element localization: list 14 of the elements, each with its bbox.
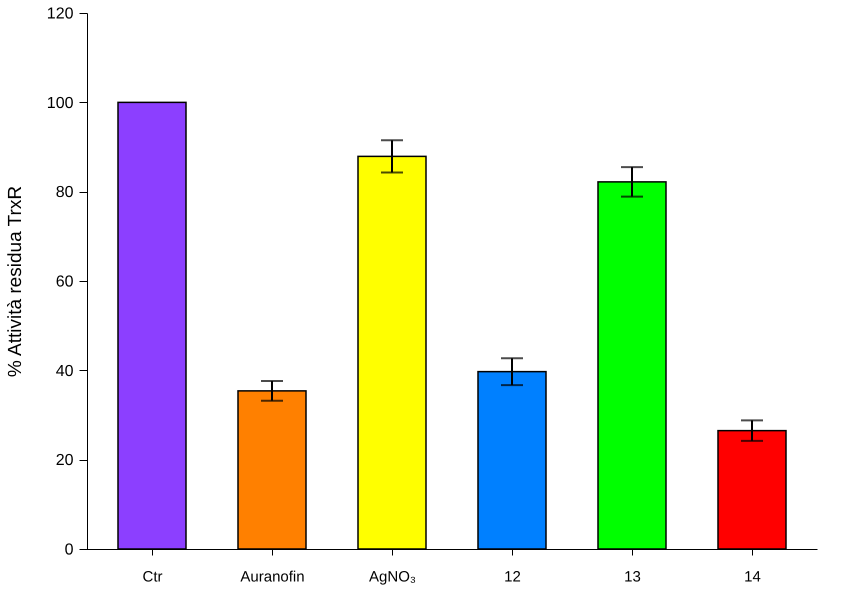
x-tick-label: Ctr xyxy=(142,568,162,586)
y-tick-label: 40 xyxy=(56,362,74,380)
y-tick-label: 0 xyxy=(64,542,74,558)
y-tick-label: 20 xyxy=(56,452,74,470)
y-axis-title: % Attività residua TrxR xyxy=(4,186,26,378)
x-tick-label: 13 xyxy=(624,568,641,586)
x-tick-label: Auranofin xyxy=(240,568,305,586)
y-tick-label: 60 xyxy=(56,274,74,290)
y-tick-label: 80 xyxy=(56,184,74,202)
x-tick-label: 12 xyxy=(504,568,521,586)
y-tick-label: 120 xyxy=(46,6,74,22)
x-tick-label: AgNO₃ xyxy=(369,568,416,586)
x-tick-label: 14 xyxy=(744,568,761,586)
y-tick-label: 100 xyxy=(46,94,74,112)
